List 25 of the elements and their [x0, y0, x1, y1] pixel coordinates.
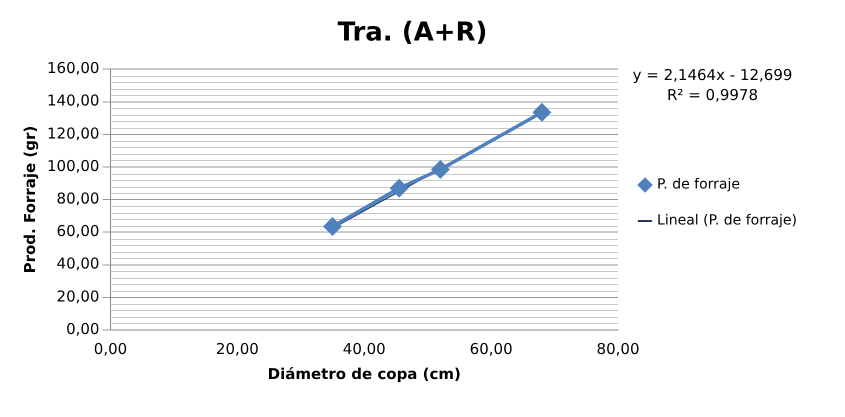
y-tick-label: 120,00: [46, 124, 100, 142]
point: [432, 160, 450, 178]
y-tick-label: 100,00: [46, 156, 100, 175]
x-tick-label: 80,00: [596, 340, 640, 358]
y-tick-label: 0,00: [66, 320, 100, 338]
y-tick-label: 140,00: [46, 92, 100, 110]
y-tick-label: 60,00: [56, 222, 100, 240]
chart-title: Tra. (A+R): [338, 17, 488, 48]
point: [390, 179, 408, 197]
x-tick-label: 40,00: [342, 340, 386, 358]
y-tick-label: 40,00: [56, 254, 100, 273]
text: y = 2,1464x - 12,699: [632, 66, 792, 84]
x-tick-label: 20,00: [216, 340, 259, 358]
y-tick-label: 160,00: [46, 59, 100, 78]
x-axis-title: Diámetro de copa (cm): [268, 364, 461, 383]
y-tick-label: 80,00: [56, 189, 100, 208]
text: R² = 0,9978: [667, 86, 758, 104]
x-tick-label: 0,00: [94, 340, 128, 358]
x-tick-label: 60,00: [470, 340, 513, 358]
y-tick-label: 20,00: [56, 287, 100, 306]
point: [533, 104, 551, 122]
y-axis-title: Prod. Forraje (gr): [20, 126, 39, 274]
legend-label: Lineal (P. de forraje): [657, 212, 798, 229]
legend-label: P. de forraje: [657, 176, 740, 193]
point: [324, 218, 342, 236]
